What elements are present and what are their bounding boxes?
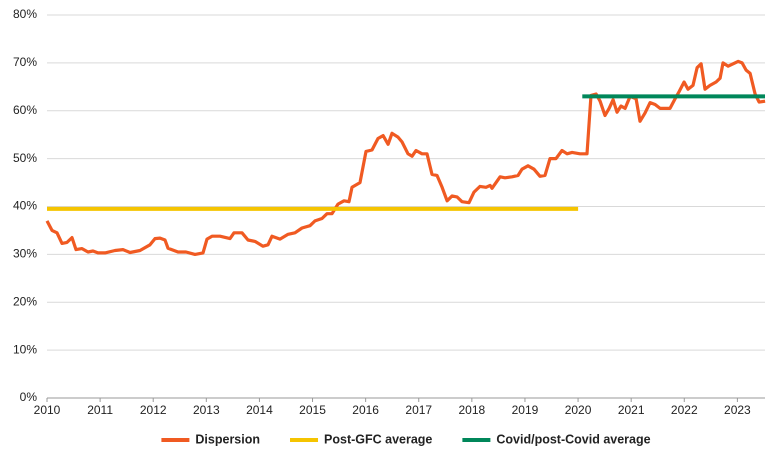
- x-tick-label: 2013: [193, 403, 220, 417]
- legend: Dispersion Post-GFC average Covid/post-Cov…: [161, 432, 651, 446]
- x-tick-label: 2016: [352, 403, 379, 417]
- y-tick-label: 20%: [13, 294, 37, 308]
- y-tick-label: 40%: [13, 199, 37, 213]
- series-line: [45, 59, 766, 256]
- x-tick-label: 2022: [671, 403, 698, 417]
- legend-label: Covid/post-Covid average: [496, 432, 650, 446]
- x-tick-label: 2015: [299, 403, 326, 417]
- y-tick-label: 70%: [13, 55, 37, 69]
- x-tick-label: 2019: [512, 403, 539, 417]
- x-tick-label: 2020: [565, 403, 592, 417]
- x-tick-label: 2011: [87, 403, 113, 417]
- y-tick-label: 30%: [13, 247, 37, 261]
- x-tick-label: 2023: [724, 403, 751, 417]
- x-tick-label: 2018: [459, 403, 486, 417]
- legend-label: Post-GFC average: [324, 432, 432, 446]
- y-tick-label: 0%: [20, 390, 38, 404]
- y-tick-label: 10%: [13, 342, 37, 356]
- y-tick-label: 80%: [13, 7, 37, 21]
- legend-label: Dispersion: [195, 432, 260, 446]
- x-tick-label: 2012: [140, 403, 167, 417]
- x-tick-label: 2017: [405, 403, 432, 417]
- y-tick-label: 50%: [13, 151, 37, 165]
- x-tick-label: 2021: [618, 403, 645, 417]
- y-tick-label: 60%: [13, 103, 37, 117]
- x-tick-label: 2014: [246, 403, 273, 417]
- x-tick-label: 2010: [34, 403, 61, 417]
